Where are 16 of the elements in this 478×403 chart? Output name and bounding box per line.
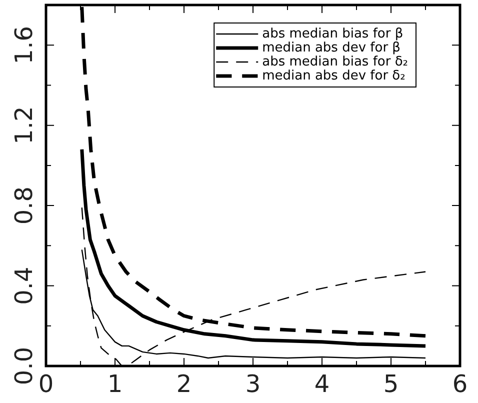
y-tick-label: 1.6 xyxy=(10,26,38,64)
y-tick-label: 0.0 xyxy=(10,346,38,386)
x-tick-label: 5 xyxy=(383,370,399,398)
x-tick-label: 4 xyxy=(314,370,330,398)
x-tick-label: 3 xyxy=(245,370,261,398)
x-tick-label: 1 xyxy=(107,370,123,398)
x-tick-label: 6 xyxy=(452,370,468,398)
y-tick-label: 0.8 xyxy=(10,186,38,225)
y-tick-label: 0.4 xyxy=(10,266,38,305)
legend-label: abs median bias for δ₂ xyxy=(262,54,408,70)
legend-label: median abs dev for β xyxy=(262,40,400,56)
y-tick-label: 1.2 xyxy=(10,106,38,144)
x-tick-label: 0 xyxy=(38,370,54,398)
legend-label: median abs dev for δ₂ xyxy=(262,68,406,84)
x-tick-label: 2 xyxy=(176,370,192,398)
legend-label: abs median bias for β xyxy=(262,26,404,42)
